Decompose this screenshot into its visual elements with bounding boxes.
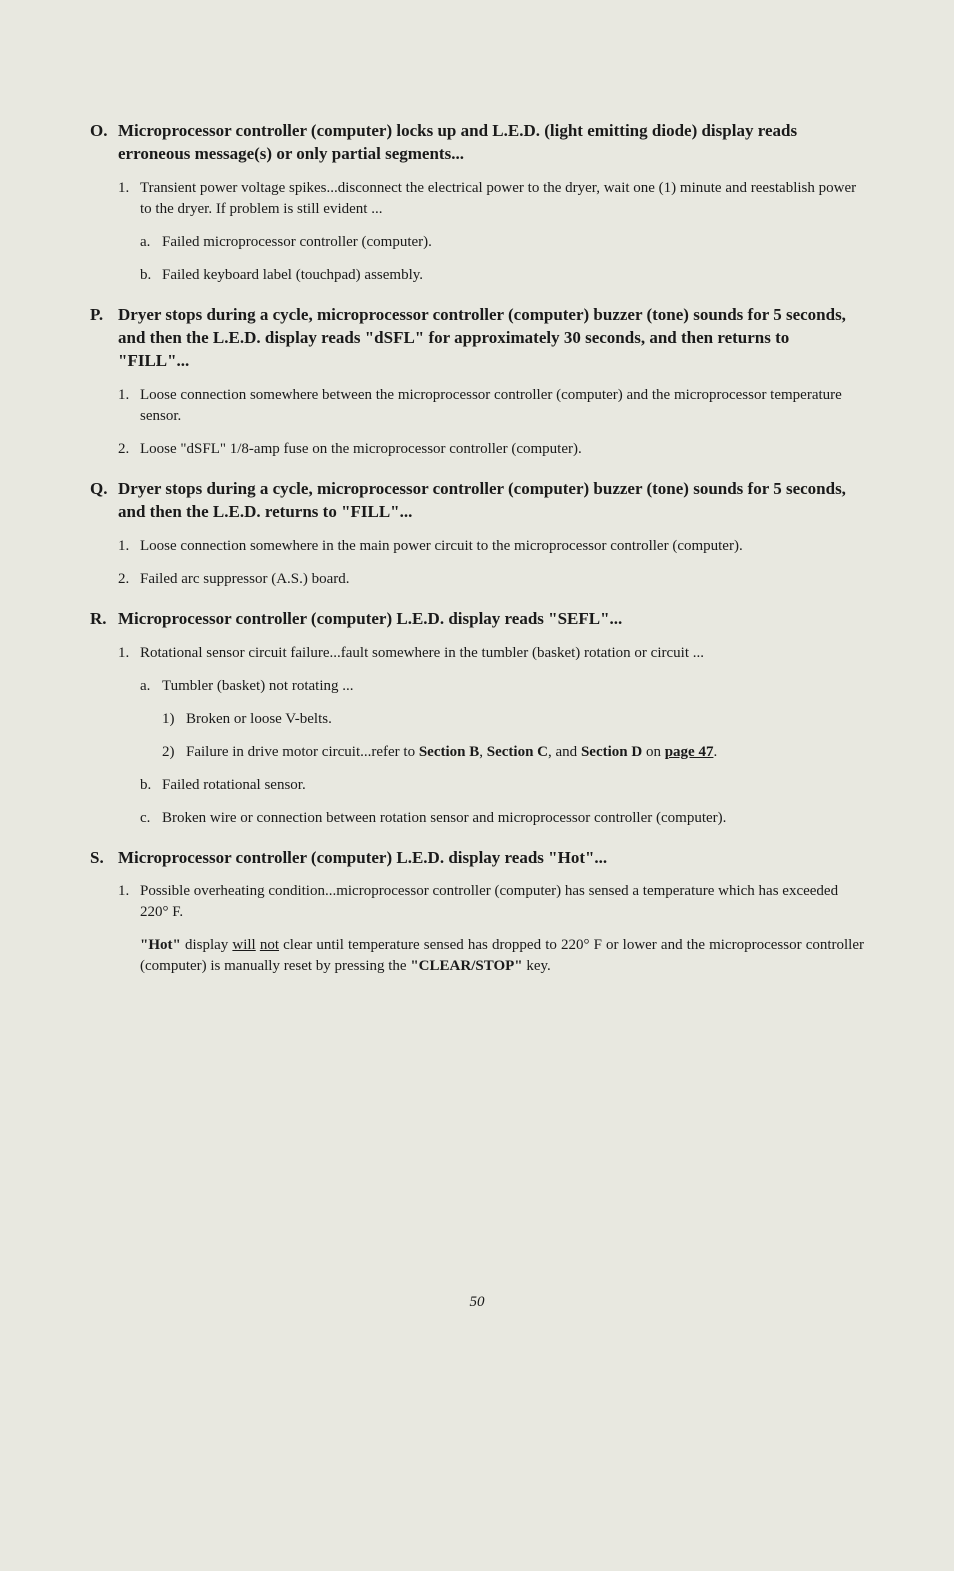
section-title: Microprocessor controller (computer) L.E… bbox=[118, 847, 864, 870]
text-part: key. bbox=[523, 958, 551, 974]
item-text: Tumbler (basket) not rotating ... bbox=[162, 676, 864, 697]
section-r-heading: R. Microprocessor controller (computer) … bbox=[90, 608, 864, 631]
section-letter: R. bbox=[90, 608, 118, 631]
item-letter: c. bbox=[140, 808, 162, 829]
numbered-item: 1. Loose connection somewhere in the mai… bbox=[118, 536, 864, 557]
underline-text: not bbox=[260, 937, 279, 953]
text-part: . bbox=[713, 744, 717, 760]
item-number: 1. bbox=[118, 536, 140, 557]
item-text: Failed keyboard label (touchpad) assembl… bbox=[162, 265, 864, 286]
lettered-item: a. Tumbler (basket) not rotating ... bbox=[140, 676, 864, 697]
section-title: Microprocessor controller (computer) L.E… bbox=[118, 608, 864, 631]
text-part: display bbox=[181, 937, 233, 953]
section-letter: P. bbox=[90, 304, 118, 373]
section-q-heading: Q. Dryer stops during a cycle, microproc… bbox=[90, 478, 864, 524]
section-p-heading: P. Dryer stops during a cycle, microproc… bbox=[90, 304, 864, 373]
item-text: Loose connection somewhere between the m… bbox=[140, 385, 864, 427]
item-text: Failed arc suppressor (A.S.) board. bbox=[140, 569, 864, 590]
section-title: Dryer stops during a cycle, microprocess… bbox=[118, 304, 864, 373]
sub-numbered-item: 2) Failure in drive motor circuit...refe… bbox=[162, 742, 864, 763]
sub-text: Broken or loose V-belts. bbox=[186, 709, 864, 730]
numbered-item: 1. Transient power voltage spikes...disc… bbox=[118, 178, 864, 220]
ref-bold: Section C bbox=[487, 744, 548, 760]
section-o-heading: O. Microprocessor controller (computer) … bbox=[90, 120, 864, 166]
underline-text: will bbox=[232, 937, 255, 953]
item-number: 2. bbox=[118, 439, 140, 460]
lettered-item: b. Failed rotational sensor. bbox=[140, 775, 864, 796]
text-part: , and bbox=[548, 744, 581, 760]
sub-number: 2) bbox=[162, 742, 186, 763]
text-part: , bbox=[479, 744, 487, 760]
item-letter: a. bbox=[140, 676, 162, 697]
section-s-heading: S. Microprocessor controller (computer) … bbox=[90, 847, 864, 870]
item-letter: b. bbox=[140, 265, 162, 286]
item-text: Failed microprocessor controller (comput… bbox=[162, 232, 864, 253]
section-s: S. Microprocessor controller (computer) … bbox=[90, 847, 864, 978]
numbered-item: 2. Loose "dSFL" 1/8-amp fuse on the micr… bbox=[118, 439, 864, 460]
section-p: P. Dryer stops during a cycle, microproc… bbox=[90, 304, 864, 460]
text-part: Failure in drive motor circuit...refer t… bbox=[186, 744, 419, 760]
section-title: Dryer stops during a cycle, microprocess… bbox=[118, 478, 864, 524]
section-o: O. Microprocessor controller (computer) … bbox=[90, 120, 864, 286]
note-bold: "CLEAR/STOP" bbox=[410, 958, 522, 974]
sub-text: Failure in drive motor circuit...refer t… bbox=[186, 742, 864, 763]
item-number: 1. bbox=[118, 643, 140, 664]
page-ref: page 47 bbox=[665, 744, 714, 760]
section-letter: S. bbox=[90, 847, 118, 870]
item-text: Loose "dSFL" 1/8-amp fuse on the micropr… bbox=[140, 439, 864, 460]
item-number: 2. bbox=[118, 569, 140, 590]
item-letter: b. bbox=[140, 775, 162, 796]
numbered-item: 1. Loose connection somewhere between th… bbox=[118, 385, 864, 427]
section-r: R. Microprocessor controller (computer) … bbox=[90, 608, 864, 829]
item-text: Transient power voltage spikes...disconn… bbox=[140, 178, 864, 220]
item-letter: a. bbox=[140, 232, 162, 253]
page-number: 50 bbox=[0, 1294, 954, 1311]
lettered-item: c. Broken wire or connection between rot… bbox=[140, 808, 864, 829]
section-title: Microprocessor controller (computer) loc… bbox=[118, 120, 864, 166]
ref-bold: Section B bbox=[419, 744, 479, 760]
sub-number: 1) bbox=[162, 709, 186, 730]
note-bold: "Hot" bbox=[140, 937, 181, 953]
item-text: Possible overheating condition...micropr… bbox=[140, 881, 864, 923]
item-text: Rotational sensor circuit failure...faul… bbox=[140, 643, 864, 664]
text-part: on bbox=[642, 744, 665, 760]
section-letter: O. bbox=[90, 120, 118, 166]
note-paragraph: "Hot" display will not clear until tempe… bbox=[140, 935, 864, 977]
sub-numbered-item: 1) Broken or loose V-belts. bbox=[162, 709, 864, 730]
ref-bold: Section D bbox=[581, 744, 642, 760]
numbered-item: 2. Failed arc suppressor (A.S.) board. bbox=[118, 569, 864, 590]
item-text: Loose connection somewhere in the main p… bbox=[140, 536, 864, 557]
item-number: 1. bbox=[118, 881, 140, 923]
lettered-item: b. Failed keyboard label (touchpad) asse… bbox=[140, 265, 864, 286]
item-text: Broken wire or connection between rotati… bbox=[162, 808, 864, 829]
item-text: Failed rotational sensor. bbox=[162, 775, 864, 796]
item-number: 1. bbox=[118, 178, 140, 220]
item-number: 1. bbox=[118, 385, 140, 427]
numbered-item: 1. Rotational sensor circuit failure...f… bbox=[118, 643, 864, 664]
section-letter: Q. bbox=[90, 478, 118, 524]
lettered-item: a. Failed microprocessor controller (com… bbox=[140, 232, 864, 253]
numbered-item: 1. Possible overheating condition...micr… bbox=[118, 881, 864, 923]
section-q: Q. Dryer stops during a cycle, microproc… bbox=[90, 478, 864, 590]
